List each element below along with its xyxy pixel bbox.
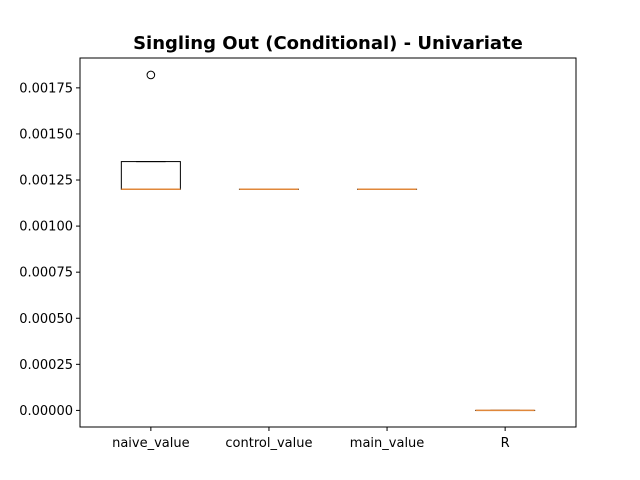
x-axis: naive_value control_value main_value R bbox=[112, 427, 510, 451]
box-naive_value bbox=[120, 70, 181, 190]
y-tick-label: 0.00000 bbox=[19, 404, 73, 419]
y-tick-label: 0.00150 bbox=[19, 127, 73, 142]
y-tick-label: 0.00175 bbox=[19, 81, 73, 96]
box-body bbox=[120, 161, 181, 190]
y-axis: 0.00000 0.00025 0.00050 0.00075 0.00100 0.001… bbox=[19, 81, 80, 419]
outlier-point bbox=[146, 70, 156, 80]
y-tick-label: 0.00075 bbox=[19, 266, 73, 281]
y-tick-label: 0.00025 bbox=[19, 358, 73, 373]
x-tick-label: main_value bbox=[350, 436, 425, 451]
x-tick-label: naive_value bbox=[112, 436, 190, 451]
x-tick-label: control_value bbox=[225, 436, 312, 451]
y-tick-label: 0.00100 bbox=[19, 220, 73, 235]
plot-area bbox=[120, 70, 536, 412]
axes-frame bbox=[79, 57, 577, 428]
chart-title: Singling Out (Conditional) - Univariate bbox=[133, 33, 523, 54]
x-tick-label: R bbox=[501, 436, 510, 451]
y-tick-label: 0.00050 bbox=[19, 312, 73, 327]
y-tick-label: 0.00125 bbox=[19, 174, 73, 189]
